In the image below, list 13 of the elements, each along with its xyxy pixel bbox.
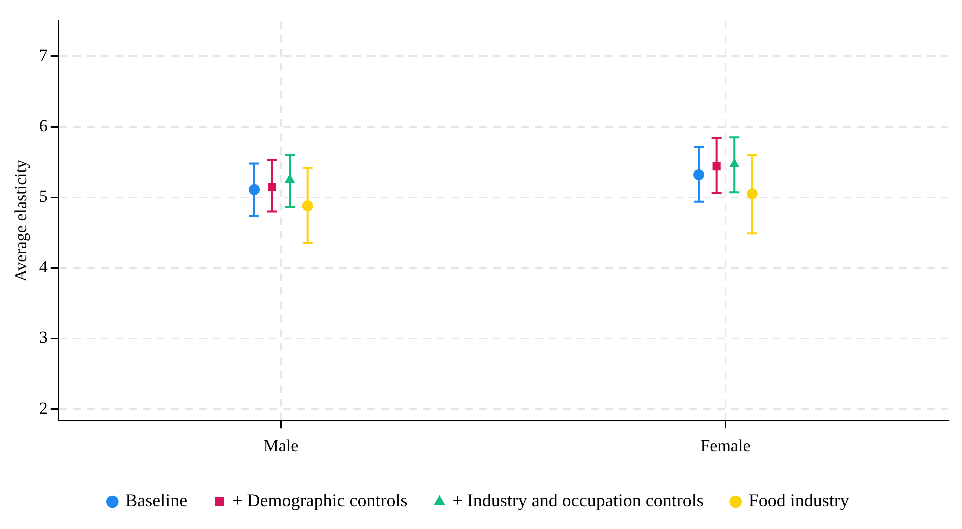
y-tick-label: 6 — [39, 116, 48, 136]
y-axis-title: Average elasticity — [12, 159, 31, 282]
y-tick-label: 2 — [39, 398, 48, 418]
legend-label: + Industry and occupation controls — [452, 490, 704, 511]
y-tick-label: 4 — [39, 258, 48, 277]
legend-label: Food industry — [748, 490, 850, 511]
legend-label: Baseline — [126, 490, 188, 511]
y-tick-label: 7 — [39, 46, 48, 65]
y-tick-label: 3 — [39, 328, 48, 348]
x-tick-label: Female — [700, 436, 751, 456]
x-tick-label: Male — [264, 436, 299, 456]
y-tick-label: 5 — [39, 187, 48, 206]
legend-label: + Demographic controls — [232, 490, 408, 511]
